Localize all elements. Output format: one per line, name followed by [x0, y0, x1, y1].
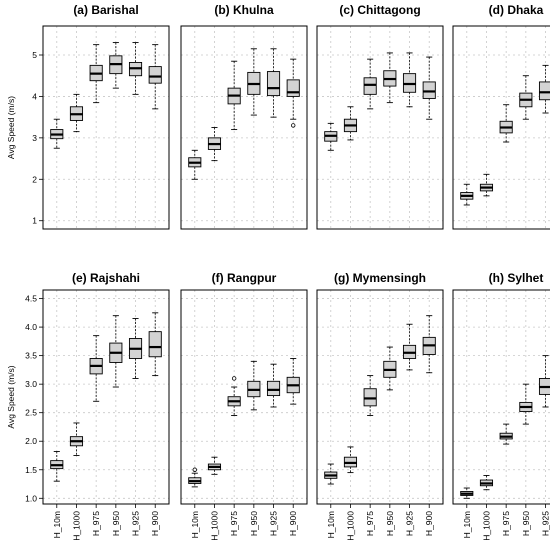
outlier-point	[192, 467, 197, 472]
y-tick-label: 1	[32, 216, 37, 226]
x-tick-label: H_10m	[190, 511, 200, 538]
x-tick-label: H_950	[249, 511, 259, 536]
box	[363, 77, 377, 95]
x-tick-label: H_950	[111, 511, 121, 536]
panel-frame	[42, 289, 170, 505]
y-tick-label: 2.5	[25, 408, 37, 418]
x-tick-label: H_10m	[462, 511, 472, 538]
panel-title: (c) Chittagong	[339, 3, 420, 17]
y-tick-label: 4.0	[25, 322, 37, 332]
y-tick-label: 1.5	[25, 465, 37, 475]
panel-frame	[316, 289, 444, 505]
x-tick-label: H_975	[501, 511, 511, 536]
y-tick-label: 4.5	[25, 294, 37, 304]
y-tick-label: 1.0	[25, 493, 37, 503]
x-tick-label: H_10m	[326, 511, 336, 538]
panel-title: (a) Barishal	[73, 3, 138, 17]
outlier-point	[231, 376, 237, 381]
panel-frame	[180, 25, 308, 230]
y-tick-label: 2	[32, 174, 37, 184]
x-tick-label: H_900	[288, 511, 298, 536]
x-tick-label: H_10m	[52, 511, 62, 538]
y-axis-label: Avg Speed (m/s)	[6, 96, 16, 159]
box	[266, 71, 281, 97]
x-tick-label: H_1000	[209, 511, 219, 541]
x-tick-label: H_1000	[71, 511, 81, 541]
y-axis-label: Avg Speed (m/s)	[6, 365, 16, 428]
y-tick-label: 4	[32, 91, 37, 101]
x-tick-label: H_1000	[481, 511, 491, 541]
panel-title: (d) Dhaka	[489, 3, 544, 17]
panel-title: (f) Rangpur	[212, 271, 277, 285]
box	[266, 380, 281, 397]
outlier-point	[291, 123, 296, 128]
x-tick-label: H_925	[405, 511, 415, 536]
x-tick-label: H_950	[385, 511, 395, 536]
y-tick-label: 5	[32, 50, 37, 60]
box	[538, 81, 550, 101]
x-tick-label: H_925	[269, 511, 279, 536]
box	[148, 331, 162, 358]
x-tick-label: H_925	[541, 511, 550, 536]
panel-frame	[452, 289, 550, 505]
panel-title: (g) Mymensingh	[334, 271, 426, 285]
panel-title: (e) Rajshahi	[72, 271, 140, 285]
box	[148, 66, 162, 84]
box	[422, 81, 436, 99]
x-tick-label: H_975	[229, 511, 239, 536]
x-tick-label: H_900	[424, 511, 434, 536]
x-tick-label: H_975	[365, 511, 375, 536]
panel-title: (b) Khulna	[214, 3, 274, 17]
y-tick-label: 3.0	[25, 379, 37, 389]
box	[363, 388, 377, 407]
y-tick-label: 3	[32, 133, 37, 143]
box	[286, 79, 300, 97]
panel-frame	[452, 25, 550, 230]
x-tick-label: H_950	[521, 511, 531, 536]
y-tick-label: 2.0	[25, 436, 37, 446]
x-tick-label: H_925	[131, 511, 141, 536]
x-tick-label: H_900	[150, 511, 160, 536]
panel-frame	[42, 25, 170, 230]
panel-frame	[180, 289, 308, 505]
panel-title: (h) Sylhet	[489, 271, 544, 285]
y-tick-label: 3.5	[25, 351, 37, 361]
panel-frame	[316, 25, 444, 230]
x-tick-label: H_975	[91, 511, 101, 536]
x-tick-label: H_1000	[345, 511, 355, 541]
